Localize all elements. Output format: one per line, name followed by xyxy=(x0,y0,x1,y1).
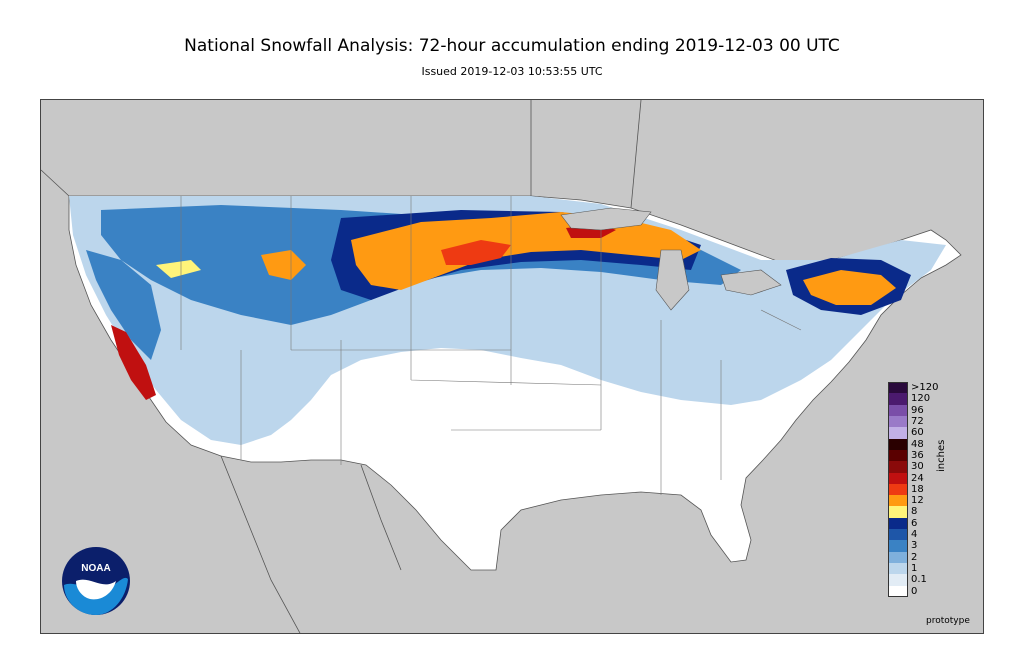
legend-swatch xyxy=(888,495,908,507)
legend-swatch xyxy=(888,563,908,575)
state-boundaries xyxy=(180,196,802,495)
snow-sierra xyxy=(111,325,156,400)
legend-label: 18 xyxy=(911,483,924,495)
legend-title: inches xyxy=(936,439,947,472)
prototype-label: prototype xyxy=(926,616,970,626)
legend-swatch xyxy=(888,585,908,598)
noaa-logo-text: NOAA xyxy=(81,563,110,574)
legend-swatch xyxy=(888,574,908,587)
legend-swatch xyxy=(888,551,908,564)
legend-swatch xyxy=(888,427,908,440)
snow-2-4in-west xyxy=(86,250,161,360)
snow-rockies-yellow xyxy=(261,250,306,280)
legend-swatch xyxy=(888,540,908,553)
legend-swatch xyxy=(888,449,908,462)
snow-northeast-core xyxy=(803,270,896,305)
legend-swatch xyxy=(888,415,908,428)
legend-label: 0 xyxy=(911,585,918,597)
legend-label: 60 xyxy=(911,427,924,439)
snow-8-12in xyxy=(351,212,701,290)
legend-swatch xyxy=(888,461,908,474)
legend-label: 0.1 xyxy=(911,574,927,586)
snow-montana-yellow xyxy=(156,260,201,278)
issued-timestamp: Issued 2019-12-03 10:53:55 UTC xyxy=(421,65,603,78)
legend-label: 24 xyxy=(911,472,924,484)
snow-18in-core xyxy=(441,240,511,265)
legend-label: 2 xyxy=(911,551,918,563)
snowfall-map xyxy=(40,99,984,634)
legend-swatch xyxy=(888,404,908,417)
legend-label: 48 xyxy=(911,438,924,450)
legend-label: 30 xyxy=(911,461,924,473)
legend-label: 4 xyxy=(911,529,918,541)
legend-label: 1 xyxy=(911,563,918,575)
legend-label: 72 xyxy=(911,415,924,427)
legend-label: 12 xyxy=(911,495,924,507)
legend-swatch xyxy=(888,438,908,451)
noaa-logo: NOAA xyxy=(62,547,130,615)
legend-swatch xyxy=(888,529,908,541)
legend-label: 96 xyxy=(911,404,924,416)
legend-label: 120 xyxy=(911,393,931,405)
legend-swatch xyxy=(888,517,908,530)
map-title: National Snowfall Analysis: 72-hour accu… xyxy=(184,36,840,56)
legend-swatch xyxy=(888,483,908,496)
legend-label: >120 xyxy=(911,382,939,393)
legend-label: 3 xyxy=(911,540,918,552)
country-boundaries xyxy=(41,100,642,633)
legend-swatch xyxy=(888,472,908,485)
legend-swatch xyxy=(888,382,908,394)
legend-label: 8 xyxy=(911,506,918,518)
legend-label: 6 xyxy=(911,517,918,529)
legend-label: 36 xyxy=(911,449,924,461)
legend-swatch xyxy=(888,393,908,406)
great-lakes xyxy=(560,207,782,311)
map-canvas xyxy=(41,100,983,633)
legend-swatch xyxy=(888,506,908,519)
